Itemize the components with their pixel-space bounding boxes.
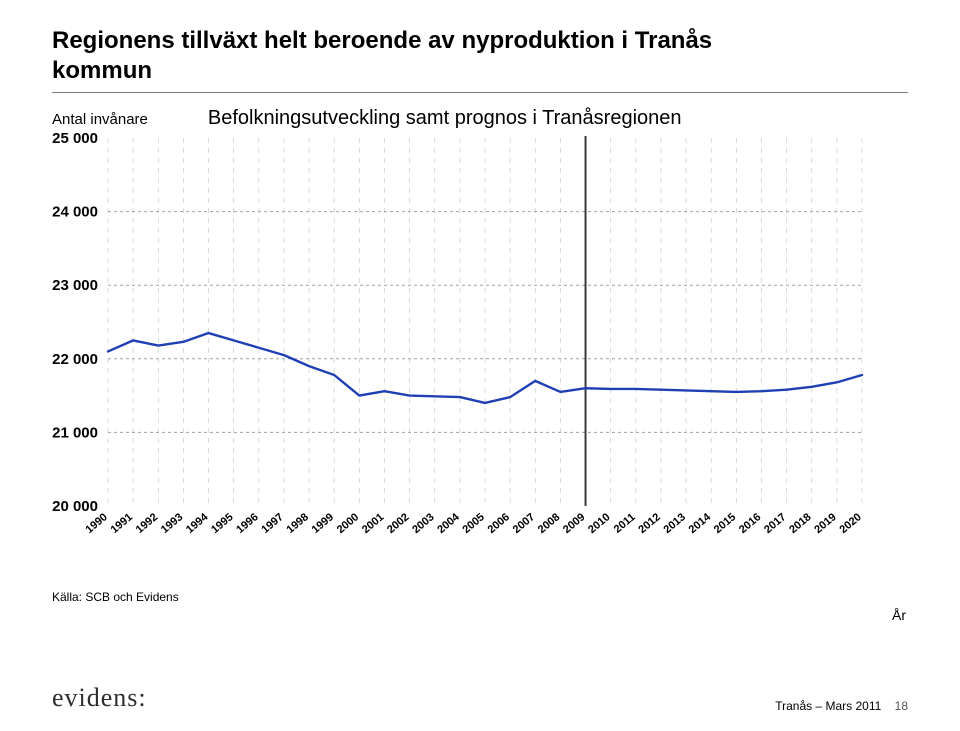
svg-text:2015: 2015 (712, 511, 738, 536)
svg-text:2017: 2017 (762, 511, 788, 536)
source-label: Källa: SCB och Evidens (52, 590, 908, 604)
svg-text:2008: 2008 (536, 511, 562, 536)
svg-text:1995: 1995 (209, 511, 235, 536)
svg-text:23 000: 23 000 (52, 277, 98, 294)
svg-text:2005: 2005 (460, 511, 486, 536)
logo: evidens: (52, 683, 147, 713)
chart: 25 00024 00023 00022 00021 00020 0001990… (52, 132, 872, 562)
svg-text:1999: 1999 (310, 511, 336, 536)
svg-text:1996: 1996 (234, 511, 260, 536)
svg-text:2004: 2004 (435, 511, 462, 536)
svg-text:2006: 2006 (486, 511, 512, 536)
svg-text:1993: 1993 (159, 511, 185, 536)
page-title: Regionens tillväxt helt beroende av nypr… (52, 26, 908, 86)
svg-text:1998: 1998 (285, 511, 311, 536)
title-rule (52, 92, 908, 93)
svg-text:2014: 2014 (687, 511, 714, 536)
title-line2: kommun (52, 57, 152, 84)
y-axis-label: Antal invånare (52, 111, 148, 128)
footer-text: Tranås – Mars 2011 (775, 699, 881, 713)
svg-text:1994: 1994 (184, 511, 211, 536)
svg-text:1992: 1992 (134, 511, 160, 536)
svg-text:1991: 1991 (109, 511, 135, 536)
svg-text:2016: 2016 (737, 511, 763, 536)
chart-subtitle: Befolkningsutveckling samt prognos i Tra… (208, 107, 682, 130)
svg-text:2002: 2002 (385, 511, 411, 536)
x-axis-label: År (892, 607, 906, 623)
svg-text:22 000: 22 000 (52, 351, 98, 368)
svg-text:2013: 2013 (662, 511, 688, 536)
svg-text:2000: 2000 (335, 511, 361, 536)
svg-text:21 000: 21 000 (52, 424, 98, 441)
title-line1: Regionens tillväxt helt beroende av nypr… (52, 27, 712, 54)
svg-text:2012: 2012 (636, 511, 662, 536)
svg-text:2007: 2007 (511, 511, 537, 536)
svg-text:2003: 2003 (410, 511, 436, 536)
svg-text:2010: 2010 (586, 511, 612, 536)
svg-text:2001: 2001 (360, 511, 386, 536)
svg-text:24 000: 24 000 (52, 204, 98, 221)
chart-svg: 25 00024 00023 00022 00021 00020 0001990… (52, 132, 872, 562)
svg-text:2020: 2020 (837, 511, 863, 536)
svg-text:20 000: 20 000 (52, 498, 98, 515)
page-number: 18 (895, 699, 908, 713)
svg-text:2011: 2011 (612, 511, 638, 536)
svg-text:2018: 2018 (787, 511, 813, 536)
svg-text:2009: 2009 (561, 511, 587, 536)
svg-text:2019: 2019 (812, 511, 838, 536)
svg-text:25 000: 25 000 (52, 132, 98, 147)
svg-text:1997: 1997 (259, 511, 285, 536)
